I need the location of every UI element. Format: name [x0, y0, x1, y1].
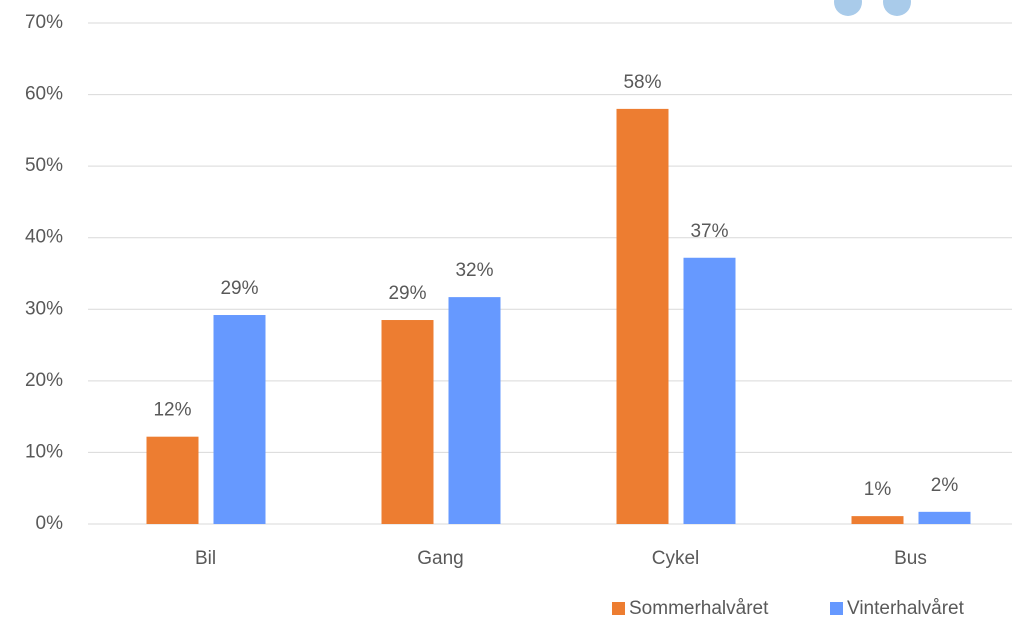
data-label: 58% [623, 72, 661, 93]
y-tick-label: 10% [25, 441, 63, 462]
bar [381, 320, 434, 524]
x-tick-label: Gang [417, 548, 463, 569]
data-label: 37% [690, 221, 728, 242]
bar [213, 315, 266, 524]
bar [616, 108, 669, 524]
y-tick-label: 0% [36, 513, 64, 534]
x-tick-label: Bus [894, 548, 927, 569]
data-label: 2% [931, 475, 959, 496]
y-tick-label: 30% [25, 298, 63, 319]
bar [146, 436, 199, 524]
data-label: 29% [220, 278, 258, 299]
x-tick-label: Bil [195, 548, 216, 569]
y-tick-label: 20% [25, 370, 63, 391]
y-tick-label: 70% [25, 12, 63, 33]
data-label: 32% [455, 260, 493, 281]
y-tick-label: 40% [25, 227, 63, 248]
bar [851, 516, 904, 524]
decoration [834, 0, 862, 16]
data-label: 1% [864, 479, 892, 500]
legend-label: Sommerhalvåret [629, 598, 769, 619]
y-tick-label: 60% [25, 84, 63, 105]
bar [448, 297, 501, 524]
legend-swatch [830, 602, 843, 615]
decoration [883, 0, 911, 16]
legend-swatch [612, 602, 625, 615]
bar [683, 257, 736, 524]
bar [918, 511, 971, 524]
y-tick-label: 50% [25, 155, 63, 176]
data-label: 29% [388, 283, 426, 304]
data-label: 12% [153, 400, 191, 421]
legend-label: Vinterhalvåret [847, 598, 965, 619]
x-tick-label: Cykel [652, 548, 700, 569]
